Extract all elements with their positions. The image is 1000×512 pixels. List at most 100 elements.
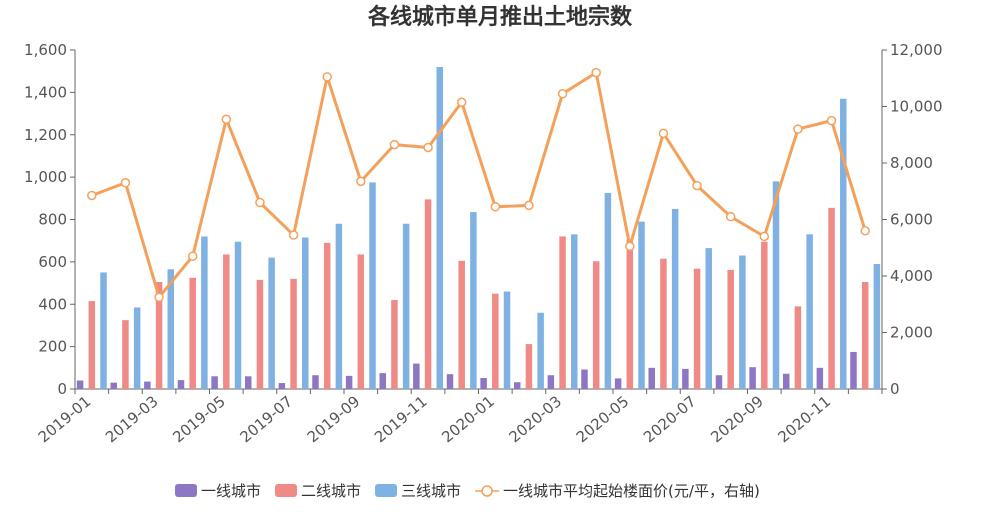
bar-series-3 [840,98,847,389]
bar-series-1 [144,381,151,389]
bar-series-3 [234,241,242,389]
line-point [658,128,669,139]
bar-series-1 [480,377,487,389]
x-tick-label: 2020-03 [506,392,566,446]
bar-series-2 [458,260,465,389]
line-point [389,139,400,150]
line-series-path [91,71,867,299]
line-point [490,202,501,212]
bar-series-2 [223,254,230,389]
left-tick-label: 1,000 [24,168,67,186]
bar-series-2 [155,282,163,389]
left-tick-label: 600 [38,253,67,271]
legend-label: 三线城市 [401,482,461,500]
left-tick-label: 1,600 [24,41,67,59]
x-tick-label: 2020-01 [438,392,498,446]
legend-label: 二线城市 [301,482,361,500]
bar-series-1 [76,380,84,389]
bar-series-3 [302,237,309,389]
bar-series-2 [693,268,701,389]
line-point [187,251,198,261]
bar-series-2 [424,199,432,389]
legend-label: 一线城市 [201,482,261,500]
bar-series-1 [850,351,857,389]
right-tick-label: 4,000 [890,267,933,285]
legend-swatch [175,484,197,497]
bar-series-1 [614,378,622,389]
bar-series-1 [715,375,723,389]
bar-series-1 [345,375,353,389]
line-point [87,190,97,201]
line-point [423,142,433,153]
x-tick-label: 2019-01 [35,392,95,446]
bar-series-3 [470,212,477,389]
bar-series-1 [413,363,420,389]
line-point [591,67,601,78]
line-point [288,230,299,240]
x-tick-label: 2020-11 [775,392,835,446]
bar-series-2 [189,277,196,389]
bar-series-2 [794,306,802,389]
bar-series-1 [312,375,319,389]
legend-marker [481,485,493,497]
line-point [625,241,635,252]
right-tick-label: 8,000 [890,154,933,172]
line-point [255,197,265,208]
legend-swatch [375,484,398,497]
left-tick-label: 200 [38,338,67,356]
bar-series-2 [727,269,734,389]
bar-series-1 [749,367,756,389]
bar-series-2 [559,236,566,389]
left-tick-label: 0 [57,380,67,398]
line-point [860,226,870,236]
bar-series-2 [290,278,297,389]
bar-series-3 [335,223,343,389]
bar-series-2 [122,320,129,389]
x-tick-label: 2020-07 [640,392,700,446]
bar-series-3 [402,223,410,389]
bar-series-3 [772,181,780,389]
bar-series-3 [671,208,679,389]
bar-series-3 [638,221,645,389]
bar-series-2 [323,242,331,389]
line-point [221,114,232,124]
bar-series-2 [626,239,634,389]
line-point [826,115,837,126]
line-point [154,292,164,302]
bar-series-2 [256,279,264,389]
bar-series-3 [503,291,511,389]
bar-series-3 [739,255,746,389]
right-tick-label: 10,000 [890,98,943,116]
x-tick-label: 2019-03 [102,392,162,446]
bar-series-1 [816,367,824,389]
x-tick-label: 2019-05 [169,392,229,446]
bar-series-2 [828,207,835,389]
bar-series-1 [513,382,521,389]
bar-series-1 [446,374,454,389]
bar-series-1 [581,369,588,389]
line-point [356,176,366,187]
x-tick-label: 2019-07 [237,392,297,446]
bar-series-3 [100,272,107,389]
line-point [524,200,534,211]
left-tick-label: 1,200 [24,126,67,144]
bar-series-3 [806,234,813,389]
bar-series-1 [547,375,555,389]
bar-series-1 [110,382,117,389]
bar-series-2 [592,261,600,389]
bar-series-3 [436,66,444,389]
bar-series-2 [761,241,768,389]
line-layer [87,67,870,302]
bar-series-1 [379,373,386,389]
bar-series-1 [211,376,218,389]
bar-series-1 [782,373,790,389]
bar-series-3 [705,248,713,389]
line-point [456,97,467,108]
bar-series-1 [682,368,689,389]
bar-series-3 [873,263,881,389]
legend: 一线城市 二线城市 三线城市 一线城市平均起始楼面价(元/平，右轴) [175,482,760,500]
line-point [120,178,131,188]
x-tick-label: 2020-09 [707,392,767,446]
